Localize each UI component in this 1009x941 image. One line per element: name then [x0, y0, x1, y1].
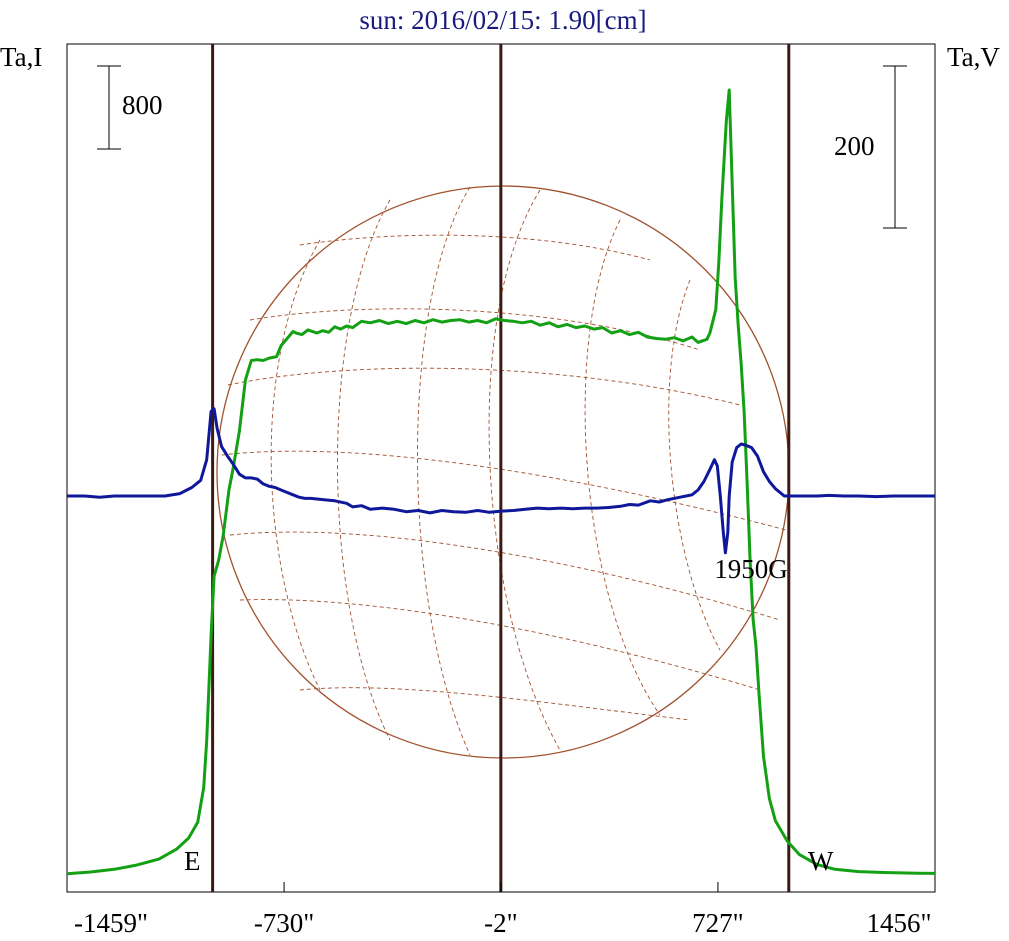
- right-scale-bar: [883, 65, 907, 229]
- right-axis-label: Ta,V: [947, 42, 1000, 72]
- field-strength-annotation: 1950G: [714, 554, 788, 584]
- left-scale-label: 800: [122, 90, 163, 120]
- series-line-V: [67, 407, 935, 555]
- heliographic-grid: [221, 186, 787, 756]
- east-limb-label: E: [184, 846, 201, 876]
- left-scale-bar: [97, 65, 121, 150]
- right-scale-label: 200: [834, 131, 875, 161]
- x-axis-ticks: -1459" -730" -2" 727" 1456": [66, 882, 936, 938]
- x-tick-label-1: -730": [254, 908, 315, 938]
- x-tick-label-0: -1459": [74, 908, 148, 938]
- solar-limb: [216, 185, 790, 759]
- x-tick-label-4: 1456": [866, 908, 931, 938]
- x-tick-label-3: 727": [692, 908, 744, 938]
- x-tick-label-2: -2": [484, 908, 518, 938]
- chart-title: sun: 2016/02/15: 1.90[cm]: [359, 5, 646, 35]
- series-layer: [66, 88, 936, 876]
- limb-center-lines: [211, 44, 791, 892]
- west-limb-label: W: [808, 846, 834, 876]
- solar-disk: [216, 185, 790, 759]
- series-line-I: [66, 88, 936, 876]
- left-axis-label: Ta,I: [0, 42, 42, 72]
